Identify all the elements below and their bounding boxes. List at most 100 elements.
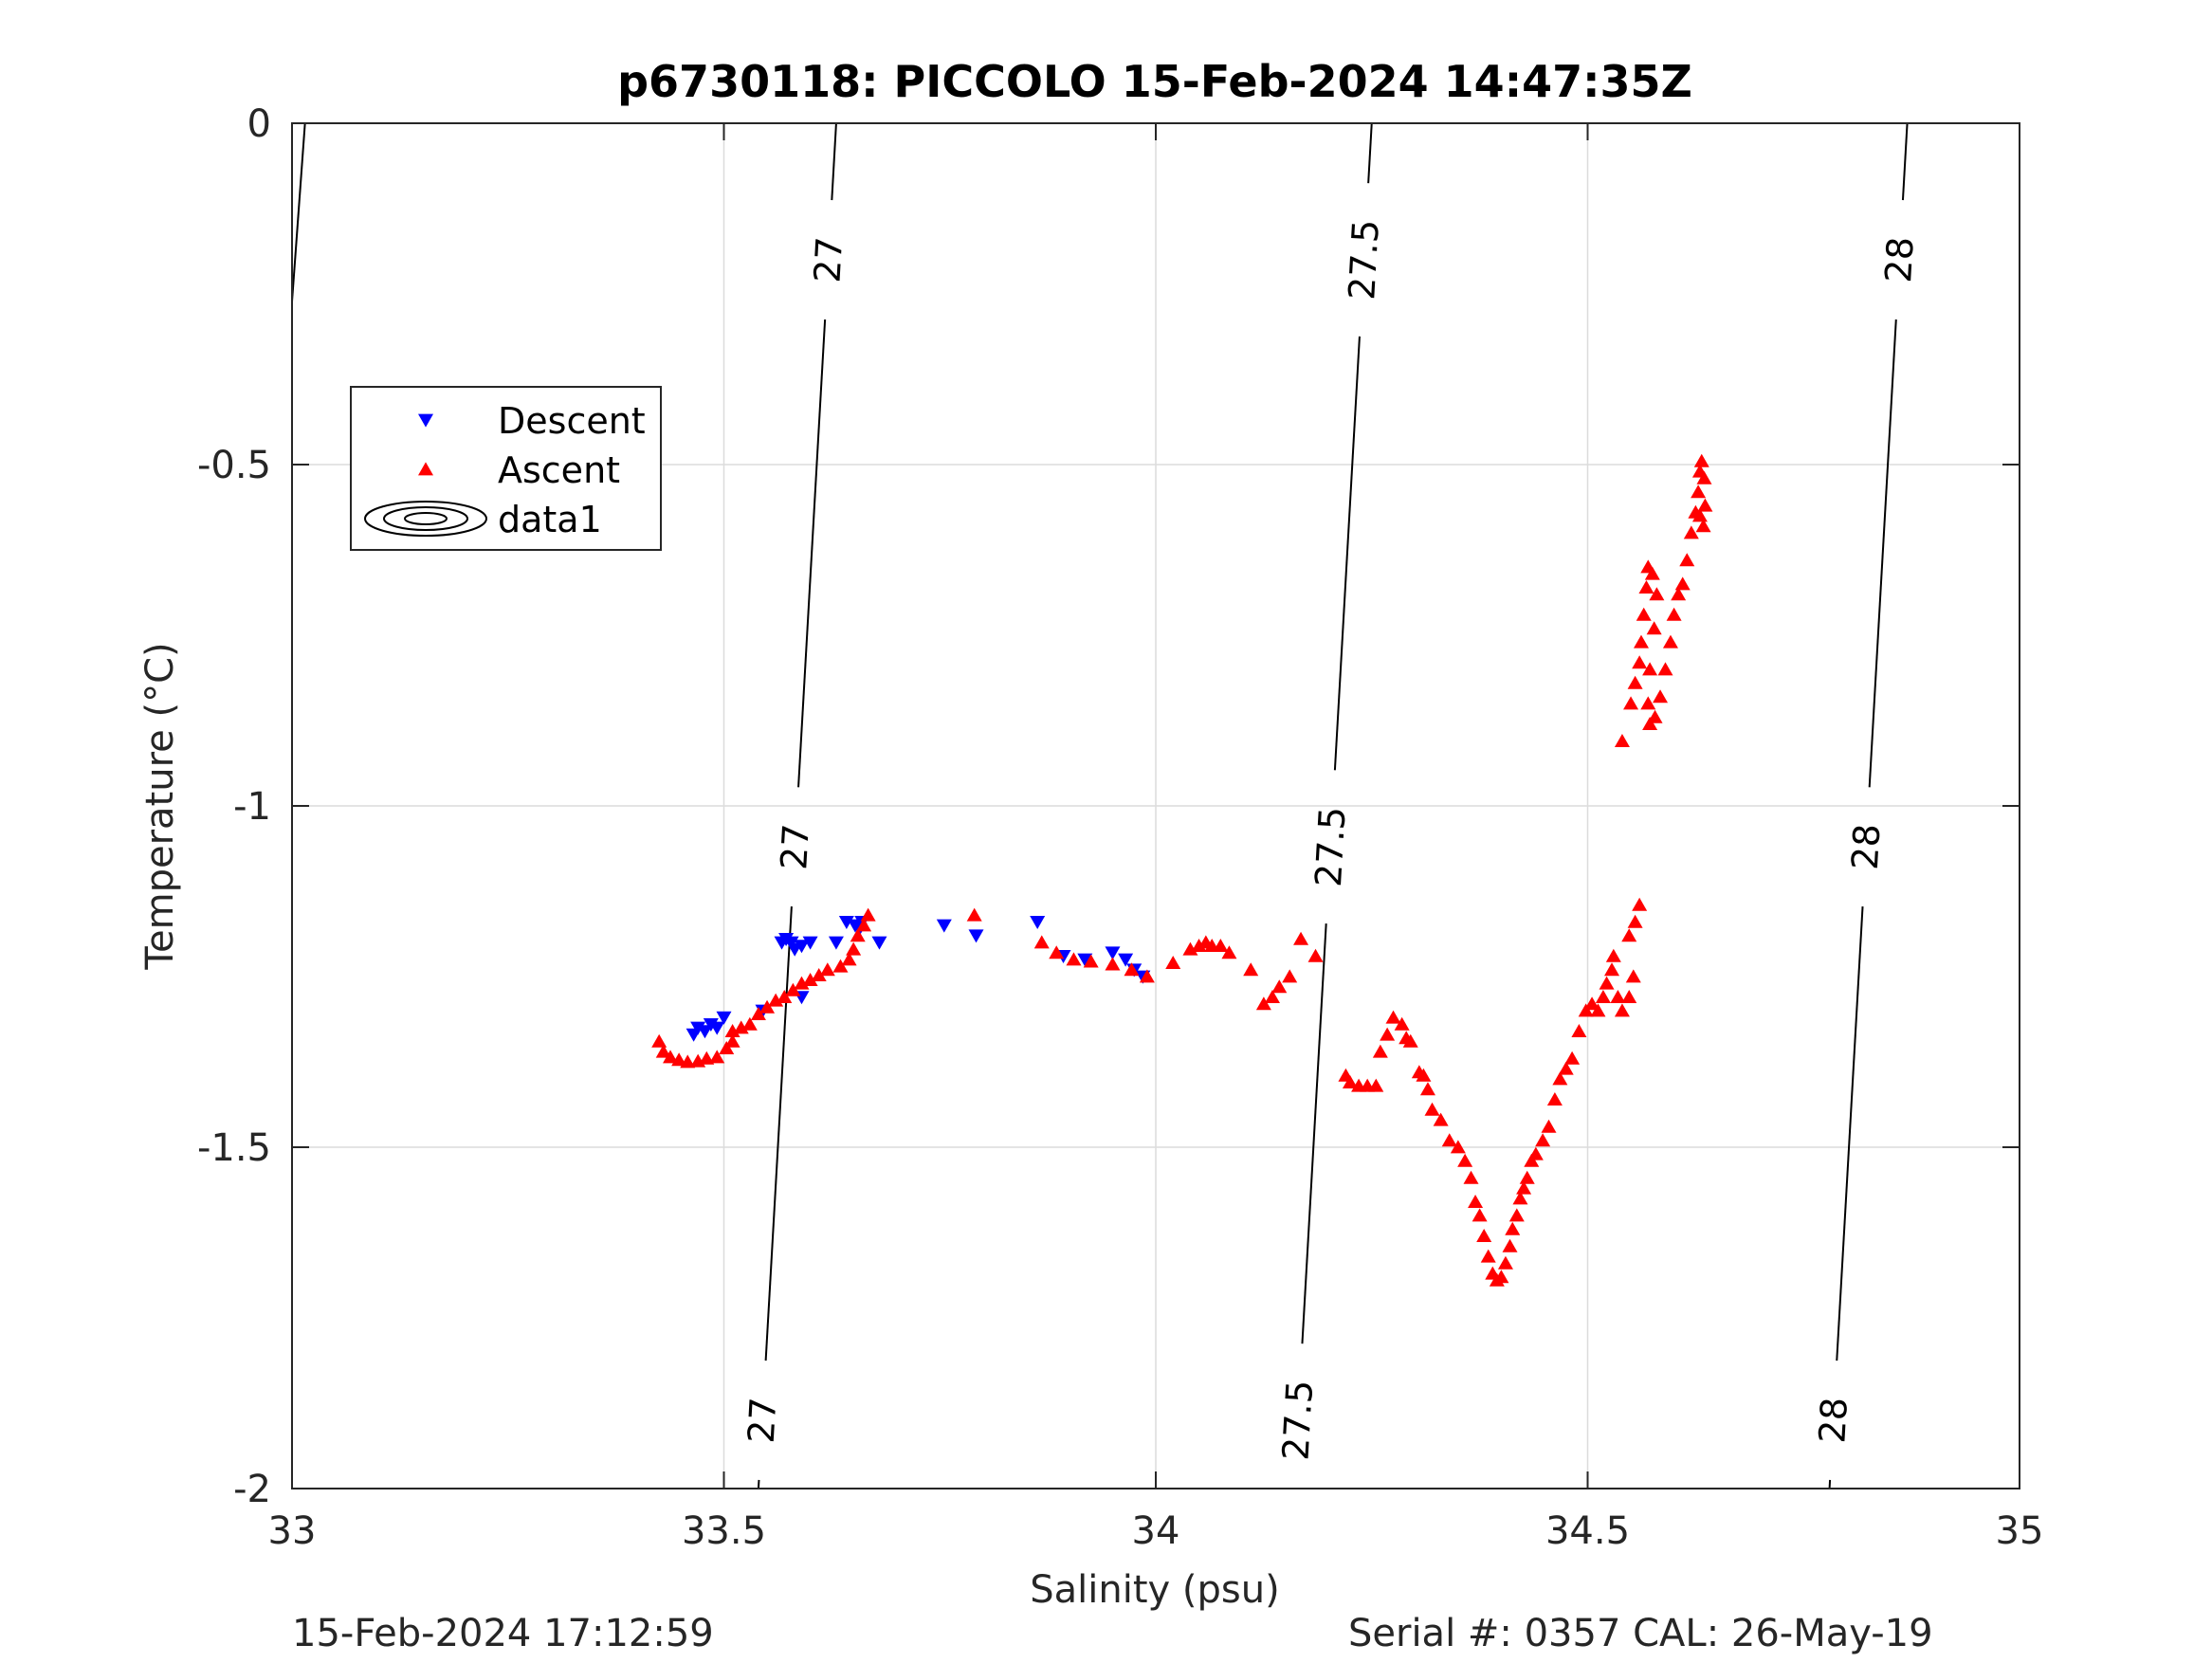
ascent-point [655,1044,671,1058]
ascent-point [1385,1010,1401,1024]
descent-point [828,936,844,950]
ascent-point [1642,717,1658,730]
descent-point [690,1021,706,1035]
ascent-point [1679,553,1695,567]
ascent-point [1424,1102,1440,1116]
ascent-point [1468,1195,1484,1208]
ascent-point [1450,1140,1466,1154]
ascent-point [794,976,810,990]
isopycnal-line [1333,336,1361,771]
ascent-point [1683,525,1699,539]
ascent-point [811,967,827,981]
descent-point [709,1021,725,1035]
ascent-point [1558,1061,1574,1075]
ascent-point [1394,1016,1410,1031]
x-tick-label: 35 [1996,1509,2044,1553]
ascent-point [846,941,862,956]
ascent-point [1693,453,1709,467]
ascent-point [1590,1003,1606,1017]
legend-descent-icon [418,413,433,428]
ascent-point [1653,689,1669,704]
ascent-point [724,1024,740,1037]
grid [292,123,2020,1489]
ascent-point [1243,962,1259,977]
ascent-point [1657,662,1673,676]
x-axis-label: Salinity (psu) [1030,1568,1279,1612]
isopycnal-label: 27.5 [1341,219,1387,302]
ascent-point [841,952,857,966]
ascent-point [1621,928,1637,942]
ascent-point [1662,634,1678,649]
ascent-point [1255,996,1271,1011]
x-tick-label: 33.5 [682,1509,766,1553]
isopycnal-label: 28 [1811,1397,1856,1445]
ascent-point [1640,696,1656,710]
ascent-point [1691,508,1708,522]
descent-point [783,936,799,950]
descent-point [968,929,984,943]
ascent-point [1697,498,1713,512]
ascent-point [1505,1221,1521,1235]
ascent-point [699,1051,715,1065]
descent-point [802,936,818,950]
legend-label-ascent: Ascent [498,449,620,491]
ascent-point [1646,621,1662,635]
ascent-point [1502,1238,1518,1252]
isopycnal-label: 27 [773,823,817,871]
chart-title: p6730118: PICCOLO 15-Feb-2024 14:47:35Z [617,56,1692,107]
descent-point [1077,953,1093,967]
ascent-point [709,1050,725,1064]
ascent-point [1497,1255,1513,1270]
isopycnal-label: 27.5 [1307,806,1354,888]
ascent-point [724,1033,740,1048]
ascent-point [1627,914,1643,928]
ascent-point [1595,990,1611,1003]
ascent-point [1213,939,1229,952]
ascent-point [1372,1044,1388,1058]
ascent-point [1691,484,1707,499]
ascent-point [850,928,866,942]
ascent-point [1605,948,1621,962]
ascent-point [1584,996,1600,1011]
descent-point [703,1018,719,1032]
ascent-point [1552,1071,1568,1086]
descent-point [1118,953,1134,967]
isopycnal-label: 28 [1877,236,1922,284]
density-contours [292,123,1909,1489]
descent-point [936,919,952,933]
ascent-point [1463,1170,1479,1184]
ascent-point [1578,1003,1594,1017]
ascent-point [1512,1191,1528,1205]
footer-timestamp: 15-Feb-2024 17:12:59 [292,1612,714,1655]
descent-point [1030,916,1046,929]
isopycnal-line [831,123,837,201]
ascent-point [856,918,872,932]
ascent-point [1666,607,1682,621]
legend-label-descent: Descent [498,400,646,442]
legend-contour-icon [364,501,487,537]
ascent-point [1419,1082,1435,1096]
ascent-point [1472,1208,1488,1222]
ascent-point [1649,587,1665,601]
ascent-point [1633,634,1649,649]
ascent-point [819,962,835,977]
ascent-point [1476,1229,1492,1242]
ascent-point [832,959,849,973]
isopycnal-label: 28 [1844,823,1889,871]
descent-point [697,1025,713,1039]
ascent-point [785,982,801,996]
ascent-point [1674,576,1691,591]
isopycnal-line [1301,923,1327,1344]
ascent-point [1621,990,1637,1003]
ascent-point [1083,954,1099,968]
isopycnal-label: 27 [740,1397,785,1445]
ascent-point [1610,990,1626,1003]
ascent-point [860,907,876,922]
ascent-point [1139,969,1155,983]
ascent-point [1402,1033,1418,1048]
ascent-point [1165,956,1181,969]
isopycnal-line [1828,1479,1832,1489]
x-tick-label: 33 [268,1509,317,1553]
